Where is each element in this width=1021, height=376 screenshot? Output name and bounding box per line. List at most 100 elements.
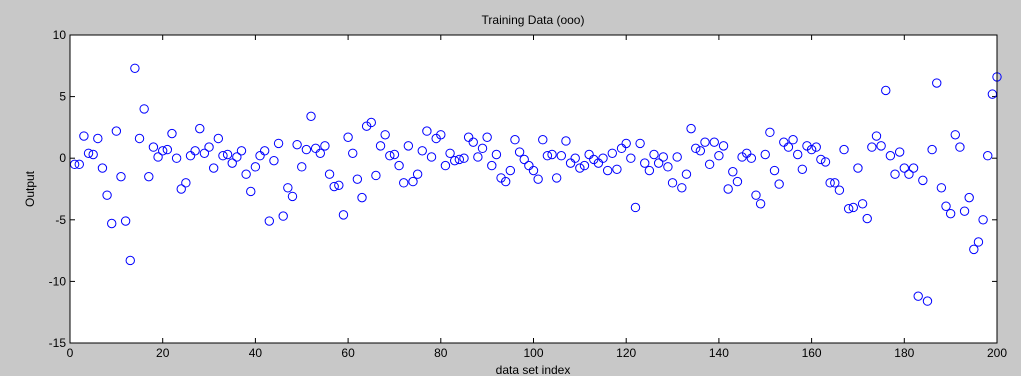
data-point [983, 151, 993, 161]
data-point [348, 148, 358, 158]
data-point [329, 181, 339, 192]
data-point [843, 204, 854, 214]
data-point [167, 128, 177, 139]
data-point [408, 176, 418, 187]
data-point [519, 154, 529, 165]
data-point [570, 153, 580, 163]
data-point [653, 158, 664, 168]
data-point [134, 133, 145, 144]
data-point [426, 152, 437, 162]
data-point [551, 173, 562, 183]
data-point [885, 151, 896, 161]
data-point [162, 144, 173, 155]
data-point [575, 163, 585, 173]
x-tick-label: 140 [709, 346, 729, 360]
data-point [343, 132, 353, 142]
data-point [677, 183, 687, 193]
data-point [723, 184, 733, 194]
data-point [227, 158, 237, 168]
data-point [681, 169, 692, 179]
y-tick-label: 10 [53, 28, 67, 42]
data-point [107, 218, 117, 229]
data-point [649, 149, 659, 160]
data-point [394, 160, 404, 171]
data-point [269, 155, 279, 166]
data-point [259, 146, 270, 156]
data-point [644, 165, 655, 176]
y-axis-label: Output [23, 170, 37, 207]
data-point [969, 244, 979, 255]
data-point [491, 149, 502, 160]
data-point [918, 175, 928, 186]
data-point [412, 169, 423, 179]
data-point [538, 135, 548, 145]
plot-frame [69, 34, 998, 344]
data-point [751, 190, 761, 200]
data-point [635, 138, 645, 149]
data-point [380, 130, 390, 140]
data-point [714, 151, 724, 161]
data-point [301, 144, 312, 155]
data-point [320, 141, 330, 151]
data-point [79, 131, 89, 141]
data-point [473, 152, 483, 162]
data-point [816, 154, 826, 165]
x-tick-label: 120 [616, 346, 636, 360]
data-point [171, 153, 182, 163]
data-point [783, 142, 794, 152]
data-point [287, 191, 298, 202]
data-point [658, 152, 668, 162]
data-point [190, 146, 200, 156]
data-point [728, 167, 738, 177]
data-point [93, 133, 103, 144]
data-point [232, 152, 242, 162]
plot-area [70, 35, 997, 343]
data-point [403, 141, 414, 151]
data-point [399, 178, 409, 188]
data-point [125, 255, 135, 266]
data-point [621, 138, 631, 149]
chart-title: Training Data (ooo) [482, 13, 585, 27]
data-point [366, 117, 376, 128]
data-point [811, 142, 821, 152]
data-point [385, 151, 395, 161]
data-point [672, 152, 682, 162]
data-point [691, 143, 701, 154]
y-tick-label: -10 [49, 274, 67, 288]
data-point [338, 210, 349, 220]
data-point [450, 155, 460, 166]
data-point [718, 141, 729, 151]
data-point [792, 149, 803, 160]
data-point [195, 123, 205, 134]
data-point [667, 178, 678, 188]
data-point [176, 184, 186, 194]
data-point [955, 142, 965, 152]
data-point [978, 215, 988, 225]
data-point [867, 142, 877, 152]
data-point [324, 169, 335, 179]
data-point [218, 151, 228, 161]
data-point [482, 132, 492, 142]
data-point [881, 85, 891, 96]
data-point [760, 149, 770, 160]
axis-ticks: 0 20 40 60 80 100 120 140 160 180 200 10 5 0 -5 -10 -15 [49, 28, 1008, 360]
data-point [932, 78, 942, 88]
x-tick-label: 100 [523, 346, 543, 360]
data-point [181, 178, 191, 188]
data-point [204, 142, 214, 152]
data-point [213, 133, 224, 144]
data-point [746, 153, 757, 163]
data-point [598, 153, 608, 163]
data-point [148, 142, 159, 152]
data-point [153, 152, 163, 162]
data-point [144, 171, 154, 182]
data-point [283, 183, 293, 193]
data-point [139, 104, 149, 114]
data-point [899, 163, 909, 173]
data-point [890, 169, 900, 179]
data-point [825, 178, 835, 188]
data-point [848, 202, 859, 213]
data-point [806, 144, 817, 155]
data-point [102, 190, 112, 200]
